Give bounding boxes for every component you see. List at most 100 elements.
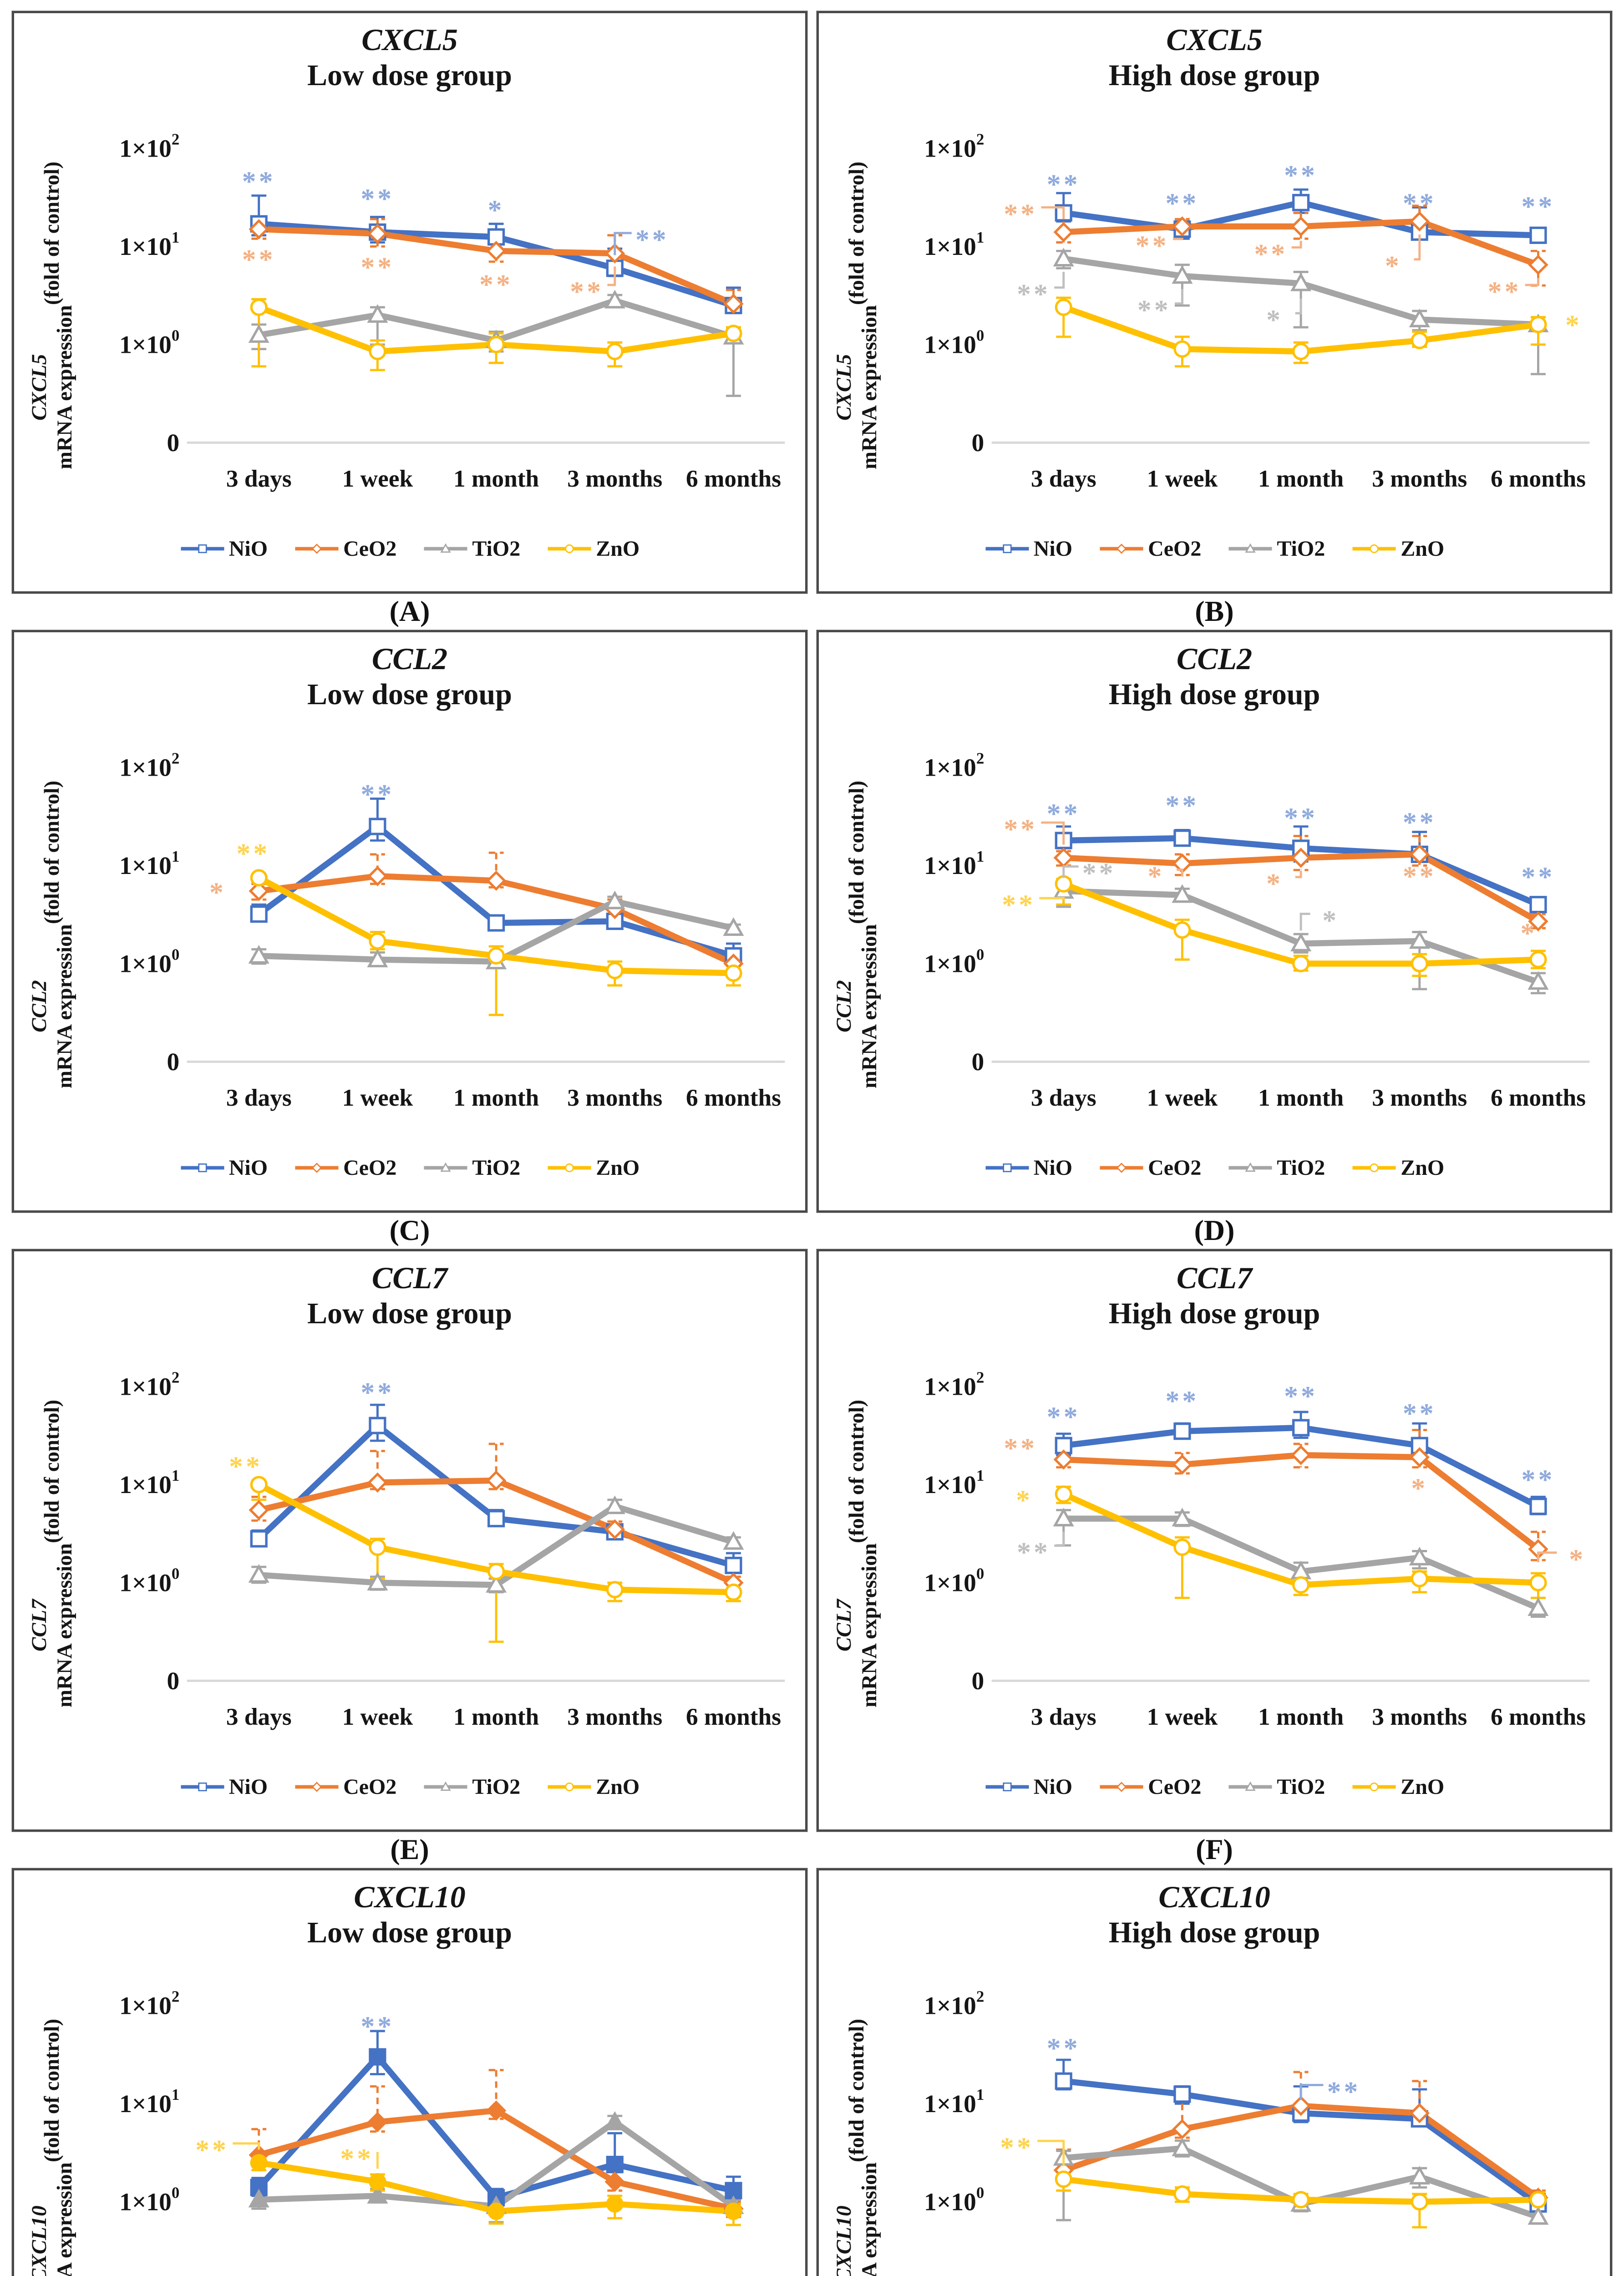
x-tick-label: 6 months: [686, 1703, 781, 1730]
data-point-TiO2: [1053, 1508, 1074, 1527]
y-tick-label: 1×102: [119, 750, 179, 782]
legend-label-tio2: TiO2: [472, 1155, 521, 1180]
significance-marker: **: [1284, 803, 1318, 833]
significance-marker: **: [1047, 1402, 1081, 1433]
legend-marker-shape: [311, 1163, 322, 1173]
significance-marker: **: [635, 224, 669, 255]
y-axis-label: CCL7 mRNA expression (fold of control): [27, 1400, 76, 1707]
chart-body: CCL7 mRNA expression (fold of control) 1×1…: [18, 1335, 802, 1774]
chart-body: CCL2 mRNA expression (fold of control) 1×1…: [18, 716, 802, 1155]
significance-leader: [607, 266, 616, 286]
data-point-TiO2: [1409, 2166, 1430, 2185]
data-point-ZnO: [606, 1581, 624, 1599]
data-point-CeO2: [486, 1470, 507, 1491]
legend-marker-tio2: [424, 1162, 467, 1172]
data-point-CeO2: [1528, 911, 1548, 932]
legend-marker-shape: [1245, 1781, 1256, 1791]
y-tick-label: 1×102: [119, 1369, 179, 1401]
significance-marker: **: [1522, 1464, 1555, 1495]
y-tick-label: 1×100: [119, 1565, 179, 1597]
y-tick-label: 1×100: [924, 1565, 984, 1597]
data-point-CeO2: [1053, 222, 1074, 243]
chart-title: CCL2: [371, 641, 448, 676]
significance-marker: **: [1017, 1537, 1051, 1568]
significance-marker: *: [209, 877, 226, 908]
significance-marker: **: [1327, 2076, 1361, 2107]
y-tick-label: 0: [167, 429, 180, 457]
y-tick-label: 1×101: [119, 2086, 179, 2118]
x-tick-label: 6 months: [686, 465, 781, 492]
chart-panel-C: CCL2 Low dose group CCL2 mRNA expression (f…: [11, 630, 808, 1213]
significance-marker: **: [242, 166, 276, 197]
chart-subtitle: High dose group: [1108, 59, 1320, 92]
data-point-ZnO: [250, 1476, 268, 1494]
legend-marker-shape: [1245, 1162, 1256, 1172]
y-tick-label: 1×101: [119, 848, 179, 879]
data-point-ZnO: [1292, 2191, 1310, 2209]
legend-item-tio2: TiO2: [1228, 1774, 1325, 1799]
data-point-ZnO: [487, 947, 505, 965]
legend: NiO CeO2 TiO2 ZnO: [18, 1155, 802, 1180]
legend-marker-nio: [181, 1163, 224, 1172]
legend-marker-shape: [1245, 543, 1256, 553]
figure-panel-cell-D: CCL2 High dose group CCL2 mRNA expression(…: [816, 630, 1613, 1245]
legend-marker-nio: [181, 544, 224, 553]
data-point-NiO: [369, 1417, 386, 1434]
panel-caption-F: (F): [1196, 1833, 1233, 1865]
y-tick-label: 1×100: [924, 327, 984, 359]
data-point-ZnO: [1173, 1538, 1191, 1556]
chart-panel-B: CXCL5 High dose group CXCL5 mRNA expressio…: [816, 10, 1613, 594]
chart-body: CXCL5 mRNA expression (fold of control) 1×…: [18, 97, 802, 536]
legend-label-tio2: TiO2: [472, 536, 521, 561]
data-point-TiO2: [1053, 248, 1074, 267]
data-point-ZnO: [725, 325, 742, 342]
legend-item-tio2: TiO2: [423, 1774, 520, 1799]
data-point-ZnO: [369, 343, 386, 361]
significance-marker: **: [340, 2143, 374, 2174]
legend-marker-ceo2: [1100, 544, 1143, 554]
data-point-TiO2: [604, 1495, 625, 1514]
significance-marker: *: [1520, 918, 1537, 949]
legend-item-nio: NiO: [985, 1155, 1072, 1180]
chart-body: CCL7 mRNA expression (fold of control) 1×1…: [822, 1335, 1606, 1774]
significance-marker: *: [1569, 1544, 1586, 1575]
significance-marker: **: [1047, 798, 1081, 829]
data-point-CeO2: [486, 241, 507, 261]
data-point-TiO2: [604, 2111, 625, 2130]
y-tick-label: 1×101: [119, 229, 179, 260]
data-point-NiO: [1055, 2072, 1072, 2090]
x-tick-label: 1 month: [1258, 1084, 1344, 1111]
legend: NiO CeO2 TiO2 ZnO: [18, 1774, 802, 1799]
significance-marker: **: [1017, 279, 1051, 310]
legend-label-ceo2: CeO2: [343, 1774, 397, 1799]
significance-leader: [1295, 298, 1302, 315]
legend-label-zno: ZnO: [596, 1155, 640, 1180]
x-tick-label: 6 months: [686, 1084, 781, 1111]
data-point-TiO2: [1528, 2206, 1549, 2225]
data-point-TiO2: [1172, 1508, 1193, 1527]
significance-marker: **: [1165, 188, 1199, 219]
legend-marker-ceo2: [295, 1163, 339, 1173]
data-point-CeO2: [1172, 216, 1193, 237]
legend-marker-shape: [440, 543, 451, 553]
data-point-ZnO: [606, 2195, 624, 2213]
data-point-TiO2: [1528, 1597, 1549, 1616]
y-tick-label: 1×102: [924, 1369, 984, 1401]
data-point-NiO: [369, 818, 386, 835]
legend-marker-shape: [1370, 544, 1379, 553]
significance-marker: **: [360, 779, 394, 810]
significance-marker: **: [360, 1377, 394, 1408]
significance-marker: **: [1165, 1386, 1199, 1417]
legend-marker-tio2: [1228, 543, 1272, 553]
legend-item-nio: NiO: [180, 536, 268, 561]
data-point-TiO2: [248, 2189, 269, 2208]
legend-marker-tio2: [424, 1781, 467, 1791]
data-point-TiO2: [1172, 884, 1193, 903]
x-tick-label: 1 month: [453, 1084, 539, 1111]
panel-caption-A: (A): [389, 595, 430, 627]
significance-marker: **: [1047, 169, 1081, 200]
legend-item-zno: ZnO: [547, 1155, 639, 1180]
data-point-ZnO: [725, 2202, 742, 2220]
significance-marker: **: [360, 183, 394, 214]
